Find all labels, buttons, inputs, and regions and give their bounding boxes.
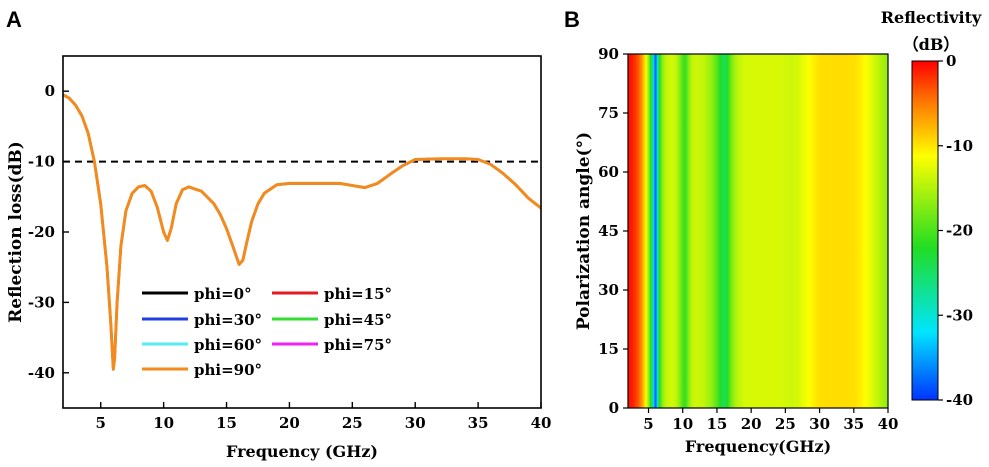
- y-tick-label: 75: [598, 104, 619, 122]
- legend-entry: phi=75°: [324, 336, 392, 354]
- y-tick-label: 30: [598, 281, 619, 299]
- series-line-phi-5: [62, 93, 542, 371]
- x-tick-label: 35: [843, 415, 864, 433]
- plot-b-xlabel: Frequency(GHz): [685, 437, 831, 456]
- x-tick-label: 5: [96, 414, 106, 432]
- colorbar-tick-label: 0: [946, 52, 956, 70]
- legend-entry: phi=60°: [194, 336, 262, 354]
- plot-a-ylabel: Reflection loss(dB): [6, 141, 26, 323]
- y-tick-label: 0: [609, 399, 619, 417]
- plot-a-legend: phi=0° phi=15° phi=30° phi=45° phi=60° phi=75…: [142, 285, 392, 379]
- series-line-phi-2: [62, 93, 542, 371]
- x-tick-label: 30: [809, 415, 830, 433]
- x-tick-label: 20: [279, 414, 300, 432]
- x-tick-label: 10: [153, 414, 174, 432]
- series-line-phi-4: [62, 93, 542, 371]
- y-tick-label: -40: [28, 364, 55, 382]
- plot-a-xlabel: Frequency (GHz): [226, 442, 378, 461]
- legend-entry: phi=0°: [194, 285, 252, 303]
- y-tick-label: -10: [28, 153, 55, 171]
- panel-a-label: A: [6, 7, 22, 32]
- y-tick-label: 60: [598, 163, 619, 181]
- colorbar-tick-label: -20: [946, 222, 973, 240]
- x-tick-label: 25: [775, 415, 796, 433]
- y-tick-label: -20: [28, 223, 55, 241]
- series-line-phi-0: [62, 93, 542, 371]
- plot-b-ylabel: Polarization angle(°): [574, 132, 594, 330]
- legend-entry: phi=30°: [194, 311, 262, 329]
- x-tick-label: 5: [643, 415, 653, 433]
- y-tick-label: 90: [598, 45, 619, 63]
- x-tick-label: 35: [468, 414, 489, 432]
- colorbar-tick-label: -40: [946, 391, 973, 409]
- legend-entry: phi=90°: [194, 361, 262, 379]
- colorbar-tick-label: -30: [946, 306, 973, 324]
- colorbar-title: Reflectivity: [881, 8, 982, 27]
- series-line-phi-3: [62, 93, 542, 371]
- colorbar-tick-label: -10: [946, 137, 973, 155]
- heatmap-surface: [628, 54, 888, 408]
- x-tick-label: 40: [531, 414, 552, 432]
- x-tick-label: 25: [342, 414, 363, 432]
- x-tick-label: 40: [878, 415, 899, 433]
- colorbar-unit: （dB）: [903, 35, 960, 54]
- y-tick-label: 0: [45, 82, 55, 100]
- x-tick-label: 15: [216, 414, 237, 432]
- plot-a-frame: [62, 55, 542, 409]
- series-line-phi-1: [62, 93, 542, 371]
- series-line-phi-6: [62, 93, 542, 371]
- panel-b-label: B: [564, 7, 580, 32]
- x-tick-label: 20: [741, 415, 762, 433]
- y-tick-label: 15: [598, 340, 619, 358]
- reflection-loss-chart: 5 10 15 20 25 30 35 40 0 -10 -20 -30 -40 Frequency …: [6, 55, 552, 461]
- y-tick-label: -30: [28, 293, 55, 311]
- y-tick-label: 45: [598, 222, 619, 240]
- legend-entry: phi=15°: [324, 285, 392, 303]
- colorbar: [911, 60, 939, 401]
- legend-entry: phi=45°: [324, 311, 392, 329]
- x-tick-label: 10: [672, 415, 693, 433]
- reflectivity-heatmap: 5 10 15 20 25 30 35 40 0 15 30 45 60 75 90 Frequency(…: [574, 8, 982, 456]
- x-tick-label: 30: [405, 414, 426, 432]
- x-tick-label: 15: [707, 415, 728, 433]
